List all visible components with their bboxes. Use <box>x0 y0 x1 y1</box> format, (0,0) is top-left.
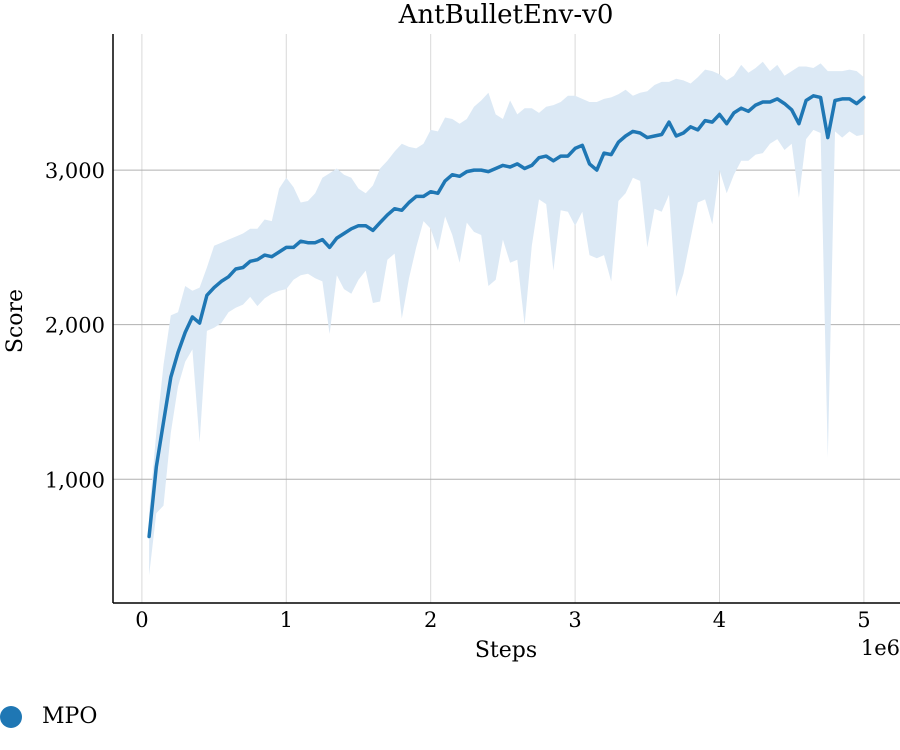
y-tick-label: 2,000 <box>45 314 105 338</box>
y-tick-labels: 1,000 2,000 3,000 <box>45 159 105 492</box>
x-tick-label: 3 <box>568 608 581 632</box>
confidence-band-group <box>149 61 864 576</box>
chart-title: AntBulletEnv-v0 <box>398 0 614 30</box>
chart: AntBulletEnv-v0 0 1 2 3 4 5 1,000 2,000 3,000 S… <box>3 0 900 663</box>
legend-label: MPO <box>42 704 98 729</box>
series-line-mpo <box>147 94 866 539</box>
y-axis-label: Score <box>3 289 28 353</box>
series-line-group <box>147 94 866 539</box>
x-tick-label: 4 <box>713 608 726 632</box>
legend: MPO <box>0 704 97 729</box>
x-tick-label: 0 <box>135 608 148 632</box>
x-tick-label: 2 <box>424 608 437 632</box>
y-tick-label: 1,000 <box>45 468 105 492</box>
x-axis-label: Steps <box>475 638 537 663</box>
y-tick-label: 3,000 <box>45 159 105 183</box>
x-offset-label: 1e6 <box>861 636 900 660</box>
axes <box>112 34 900 604</box>
x-tick-labels: 0 1 2 3 4 5 <box>135 608 870 632</box>
x-tick-label: 5 <box>857 608 870 632</box>
legend-marker <box>0 705 22 728</box>
x-tick-label: 1 <box>280 608 293 632</box>
confidence-band <box>149 61 864 576</box>
